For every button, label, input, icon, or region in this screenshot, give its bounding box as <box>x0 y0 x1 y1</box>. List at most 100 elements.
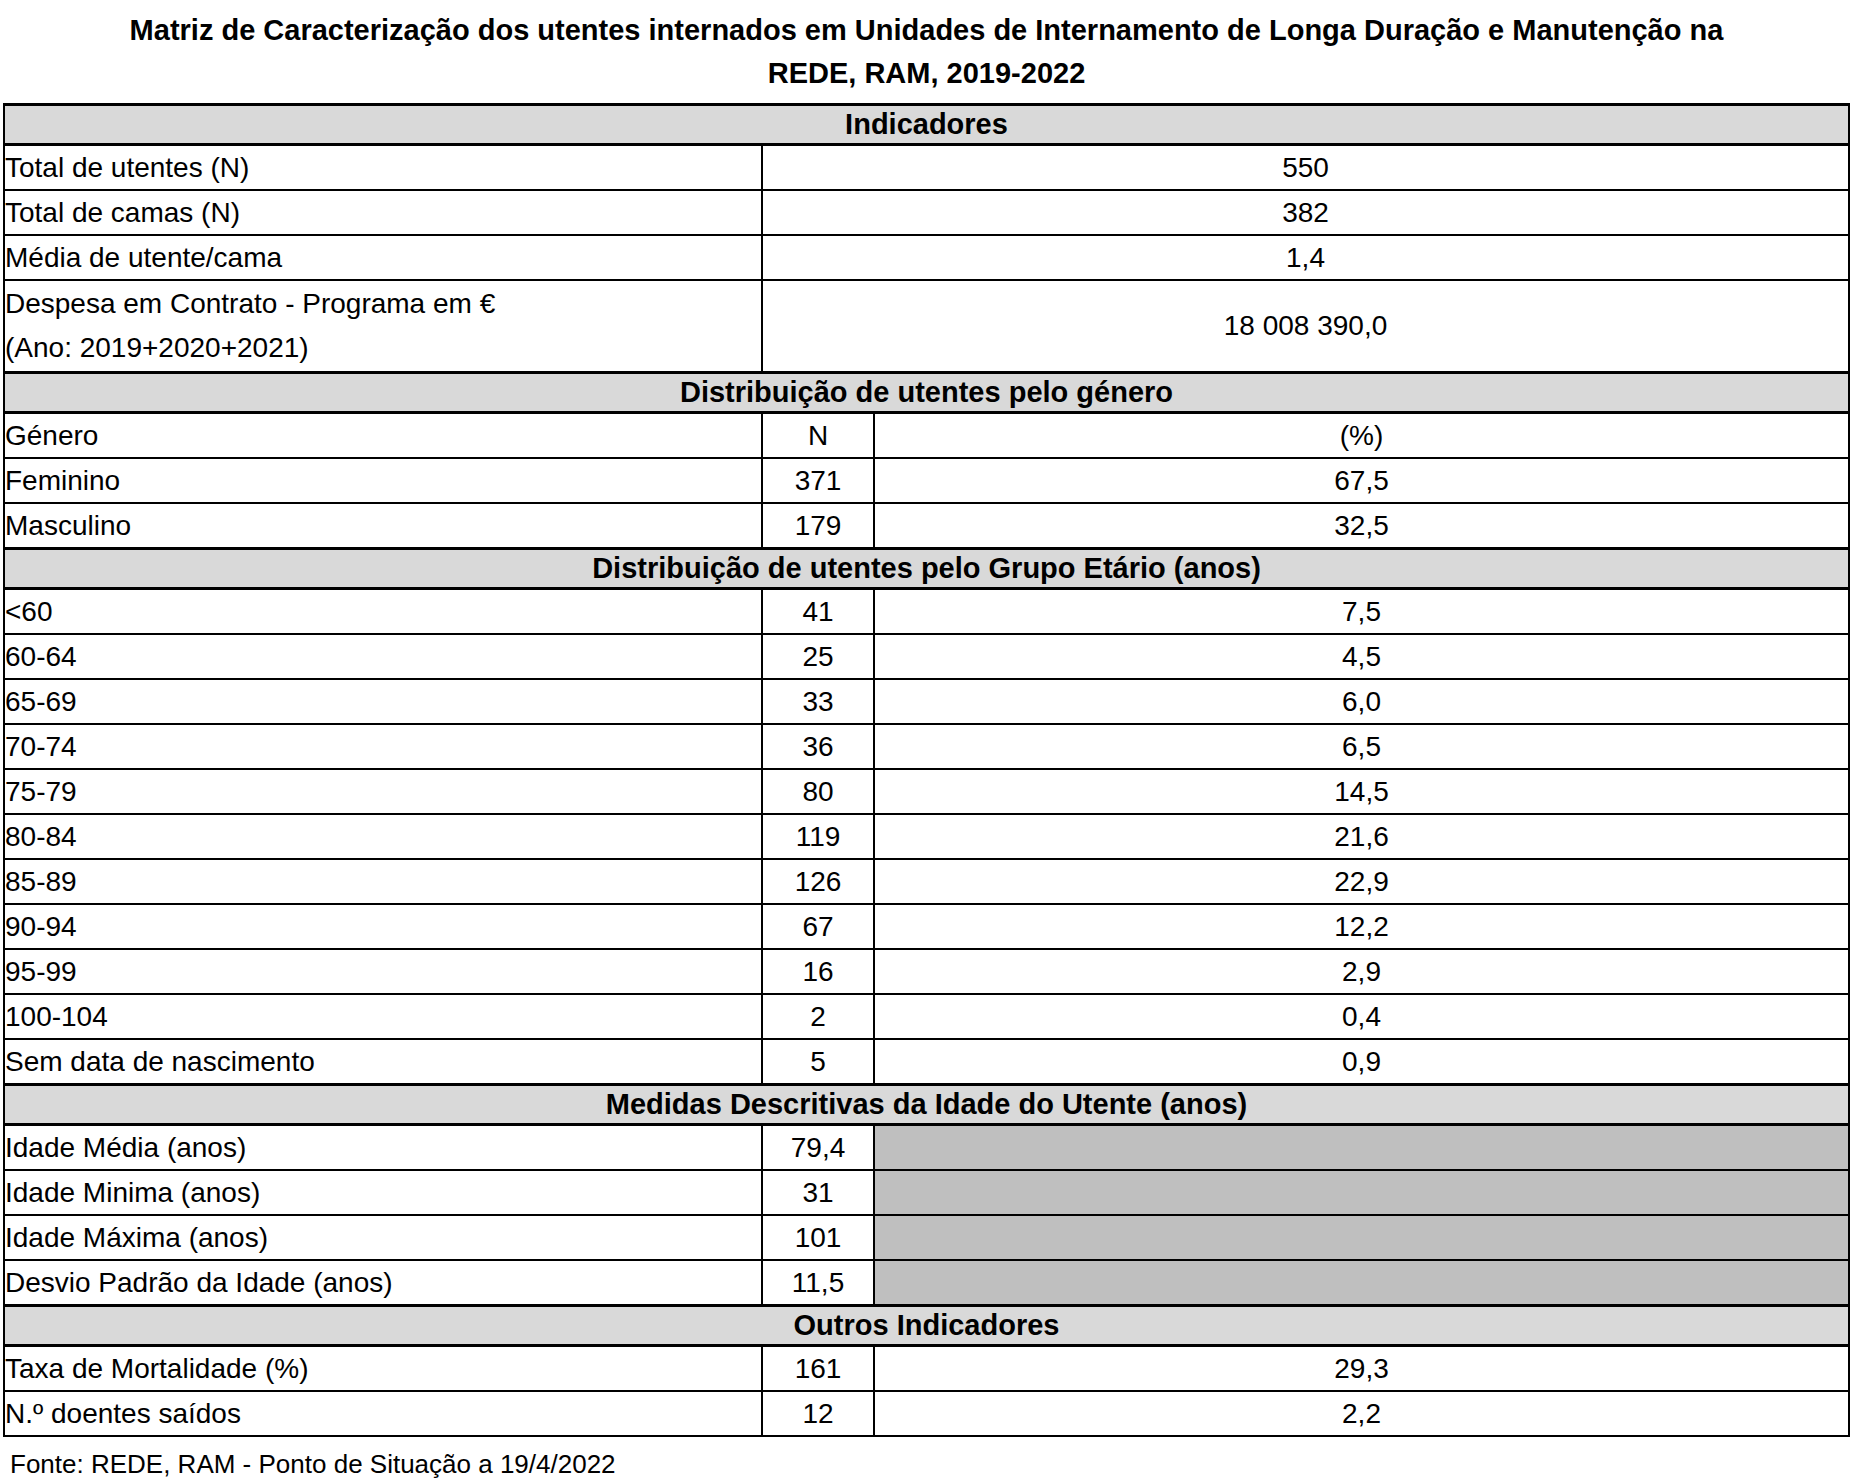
table-row: 100-104 2 0,4 <box>4 994 1849 1039</box>
table-row: 60-64 25 4,5 <box>4 634 1849 679</box>
row-pct: 0,9 <box>874 1039 1849 1085</box>
row-value: 1,4 <box>762 235 1849 280</box>
row-n: 36 <box>762 724 874 769</box>
row-n: 25 <box>762 634 874 679</box>
row-label: Feminino <box>4 458 762 503</box>
row-pct: 0,4 <box>874 994 1849 1039</box>
row-n: 2 <box>762 994 874 1039</box>
row-pct: 22,9 <box>874 859 1849 904</box>
table-row: 70-74 36 6,5 <box>4 724 1849 769</box>
row-value: 550 <box>762 145 1849 191</box>
row-value: 382 <box>762 190 1849 235</box>
row-label: Despesa em Contrato - Programa em € (Ano… <box>4 280 762 373</box>
row-n: 179 <box>762 503 874 549</box>
row-label: <60 <box>4 589 762 635</box>
shaded-empty-cell <box>874 1125 1849 1171</box>
row-pct: 2,9 <box>874 949 1849 994</box>
column-header-pct: (%) <box>874 413 1849 459</box>
table-row: Idade Minima (anos) 31 <box>4 1170 1849 1215</box>
row-pct: 12,2 <box>874 904 1849 949</box>
row-label: Idade Minima (anos) <box>4 1170 762 1215</box>
row-n: 101 <box>762 1215 874 1260</box>
table-row: N.º doentes saídos 12 2,2 <box>4 1391 1849 1436</box>
table-row: Idade Máxima (anos) 101 <box>4 1215 1849 1260</box>
row-label: 100-104 <box>4 994 762 1039</box>
row-n: 119 <box>762 814 874 859</box>
row-label: Sem data de nascimento <box>4 1039 762 1085</box>
row-n: 161 <box>762 1346 874 1392</box>
shaded-empty-cell <box>874 1260 1849 1306</box>
section-header-genero: Distribuição de utentes pelo género <box>4 373 1849 413</box>
row-n: 80 <box>762 769 874 814</box>
table-row: Sem data de nascimento 5 0,9 <box>4 1039 1849 1085</box>
row-label: 70-74 <box>4 724 762 769</box>
table-column-header-row: Género N (%) <box>4 413 1849 459</box>
row-label: Masculino <box>4 503 762 549</box>
row-n: 11,5 <box>762 1260 874 1306</box>
row-n: 5 <box>762 1039 874 1085</box>
row-n: 67 <box>762 904 874 949</box>
row-pct: 14,5 <box>874 769 1849 814</box>
section-header-label: Indicadores <box>4 105 1849 145</box>
row-label-line2: (Ano: 2019+2020+2021) <box>5 326 761 370</box>
row-label: 85-89 <box>4 859 762 904</box>
row-label: 95-99 <box>4 949 762 994</box>
row-pct: 21,6 <box>874 814 1849 859</box>
column-header-genero: Género <box>4 413 762 459</box>
table-row: <60 41 7,5 <box>4 589 1849 635</box>
table-row: 95-99 16 2,9 <box>4 949 1849 994</box>
row-label: 75-79 <box>4 769 762 814</box>
row-pct: 2,2 <box>874 1391 1849 1436</box>
table-row: 85-89 126 22,9 <box>4 859 1849 904</box>
shaded-empty-cell <box>874 1170 1849 1215</box>
section-header-outros: Outros Indicadores <box>4 1306 1849 1346</box>
table-row: 90-94 67 12,2 <box>4 904 1849 949</box>
row-label: 80-84 <box>4 814 762 859</box>
row-label: 60-64 <box>4 634 762 679</box>
table-row: Taxa de Mortalidade (%) 161 29,3 <box>4 1346 1849 1392</box>
row-n: 12 <box>762 1391 874 1436</box>
section-header-label: Distribuição de utentes pelo género <box>4 373 1849 413</box>
table-row: Feminino 371 67,5 <box>4 458 1849 503</box>
row-label: 65-69 <box>4 679 762 724</box>
row-n: 16 <box>762 949 874 994</box>
table-row: Idade Média (anos) 79,4 <box>4 1125 1849 1171</box>
row-label: Desvio Padrão da Idade (anos) <box>4 1260 762 1306</box>
row-value: 18 008 390,0 <box>762 280 1849 373</box>
table-row: 65-69 33 6,0 <box>4 679 1849 724</box>
table-row: Despesa em Contrato - Programa em € (Ano… <box>4 280 1849 373</box>
row-pct: 6,0 <box>874 679 1849 724</box>
row-n: 126 <box>762 859 874 904</box>
row-pct: 7,5 <box>874 589 1849 635</box>
table-row: Média de utente/cama 1,4 <box>4 235 1849 280</box>
row-label: Idade Máxima (anos) <box>4 1215 762 1260</box>
table-row: 75-79 80 14,5 <box>4 769 1849 814</box>
characterization-matrix-table: Indicadores Total de utentes (N) 550 Tot… <box>3 103 1850 1437</box>
table-row: Desvio Padrão da Idade (anos) 11,5 <box>4 1260 1849 1306</box>
row-label: Taxa de Mortalidade (%) <box>4 1346 762 1392</box>
shaded-empty-cell <box>874 1215 1849 1260</box>
row-label: 90-94 <box>4 904 762 949</box>
table-row: Masculino 179 32,5 <box>4 503 1849 549</box>
section-header-label: Medidas Descritivas da Idade do Utente (… <box>4 1085 1849 1125</box>
row-n: 33 <box>762 679 874 724</box>
row-n: 371 <box>762 458 874 503</box>
column-header-n: N <box>762 413 874 459</box>
row-n: 41 <box>762 589 874 635</box>
row-pct: 6,5 <box>874 724 1849 769</box>
table-row: Total de camas (N) 382 <box>4 190 1849 235</box>
row-label: N.º doentes saídos <box>4 1391 762 1436</box>
row-label: Total de camas (N) <box>4 190 762 235</box>
row-label: Idade Média (anos) <box>4 1125 762 1171</box>
section-header-grupo-etario: Distribuição de utentes pelo Grupo Etári… <box>4 549 1849 589</box>
row-label-line1: Despesa em Contrato - Programa em € <box>5 282 761 326</box>
row-label: Total de utentes (N) <box>4 145 762 191</box>
row-pct: 32,5 <box>874 503 1849 549</box>
table-row: Total de utentes (N) 550 <box>4 145 1849 191</box>
section-header-medidas: Medidas Descritivas da Idade do Utente (… <box>4 1085 1849 1125</box>
row-n: 79,4 <box>762 1125 874 1171</box>
row-label: Média de utente/cama <box>4 235 762 280</box>
row-pct: 67,5 <box>874 458 1849 503</box>
row-pct: 29,3 <box>874 1346 1849 1392</box>
row-pct: 4,5 <box>874 634 1849 679</box>
